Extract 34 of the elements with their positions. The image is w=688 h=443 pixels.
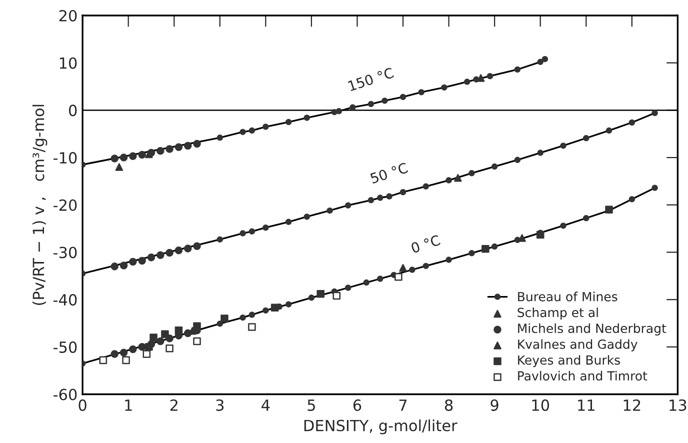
y-tick-label: 20 bbox=[59, 10, 77, 22]
x-tick-label: 13 bbox=[670, 399, 686, 411]
y-tick-label: -30 bbox=[53, 246, 77, 258]
x-tick-label: 7 bbox=[399, 400, 407, 411]
y-tick-label: -40 bbox=[53, 294, 77, 306]
legend-label: Schamp et al bbox=[518, 308, 598, 320]
x-tick-label: 10 bbox=[532, 399, 550, 411]
x-tick-label: 3 bbox=[216, 399, 224, 411]
x-tick-label: 8 bbox=[444, 399, 453, 411]
annotation: 0 °C bbox=[410, 234, 441, 254]
annotation: 50 °C bbox=[370, 162, 408, 184]
y-tick-label: -20 bbox=[53, 199, 77, 211]
y-tick-label: -60 bbox=[53, 388, 77, 400]
y-tick-label: 0 bbox=[68, 104, 77, 116]
x-tick-label: 5 bbox=[308, 400, 315, 411]
x-tick-label: 2 bbox=[170, 399, 178, 411]
legend-label: Michels and Nederbragt bbox=[518, 323, 666, 336]
x-tick-label: 6 bbox=[353, 399, 362, 411]
annotation: 150 °C bbox=[348, 67, 394, 92]
x-tick-label: 1 bbox=[125, 400, 132, 411]
legend-label: Kvalnes and Gaddy bbox=[518, 339, 638, 352]
y-axis-title: (Pv/RT − 1) v , cm³/g-mol bbox=[32, 104, 48, 305]
x-tick-label: 0 bbox=[78, 399, 86, 411]
y-tick-label: 10 bbox=[60, 57, 77, 69]
y-tick-label: -50 bbox=[53, 341, 77, 353]
y-tick-label: -10 bbox=[53, 152, 77, 164]
legend-label: Pavlovich and Timrot bbox=[518, 370, 648, 381]
x-tick-label: 11 bbox=[578, 400, 594, 411]
x-tick-label: 9 bbox=[490, 399, 498, 411]
x-tick-label: 12 bbox=[624, 399, 640, 411]
x-tick-label: 4 bbox=[262, 400, 270, 411]
legend-label: Bureau of Mines bbox=[518, 292, 618, 302]
legend-label: Keyes and Burks bbox=[518, 355, 620, 368]
x-axis-title: DENSITY, g-mol/liter bbox=[304, 419, 458, 434]
